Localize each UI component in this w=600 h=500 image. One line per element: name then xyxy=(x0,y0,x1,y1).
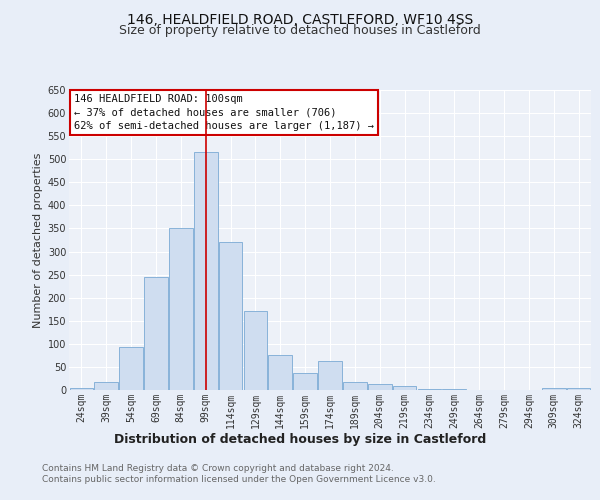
Bar xyxy=(293,373,317,390)
Text: Distribution of detached houses by size in Castleford: Distribution of detached houses by size … xyxy=(114,432,486,446)
Text: Contains HM Land Registry data © Crown copyright and database right 2024.: Contains HM Land Registry data © Crown c… xyxy=(42,464,394,473)
Bar xyxy=(542,388,566,390)
Bar xyxy=(119,347,143,390)
Text: 146 HEALDFIELD ROAD: 100sqm
← 37% of detached houses are smaller (706)
62% of se: 146 HEALDFIELD ROAD: 100sqm ← 37% of det… xyxy=(74,94,374,131)
Bar xyxy=(442,389,466,390)
Bar xyxy=(343,382,367,390)
Bar xyxy=(169,228,193,390)
Bar xyxy=(418,388,441,390)
Bar xyxy=(244,310,267,390)
Text: Size of property relative to detached houses in Castleford: Size of property relative to detached ho… xyxy=(119,24,481,37)
Text: 146, HEALDFIELD ROAD, CASTLEFORD, WF10 4SS: 146, HEALDFIELD ROAD, CASTLEFORD, WF10 4… xyxy=(127,12,473,26)
Bar xyxy=(94,382,118,390)
Bar xyxy=(567,388,590,390)
Bar xyxy=(70,388,93,390)
Bar xyxy=(219,242,242,390)
Bar xyxy=(268,356,292,390)
Bar xyxy=(393,386,416,390)
Bar xyxy=(194,152,218,390)
Text: Contains public sector information licensed under the Open Government Licence v3: Contains public sector information licen… xyxy=(42,475,436,484)
Bar xyxy=(368,384,392,390)
Bar xyxy=(144,277,168,390)
Bar xyxy=(318,362,342,390)
Y-axis label: Number of detached properties: Number of detached properties xyxy=(34,152,43,328)
